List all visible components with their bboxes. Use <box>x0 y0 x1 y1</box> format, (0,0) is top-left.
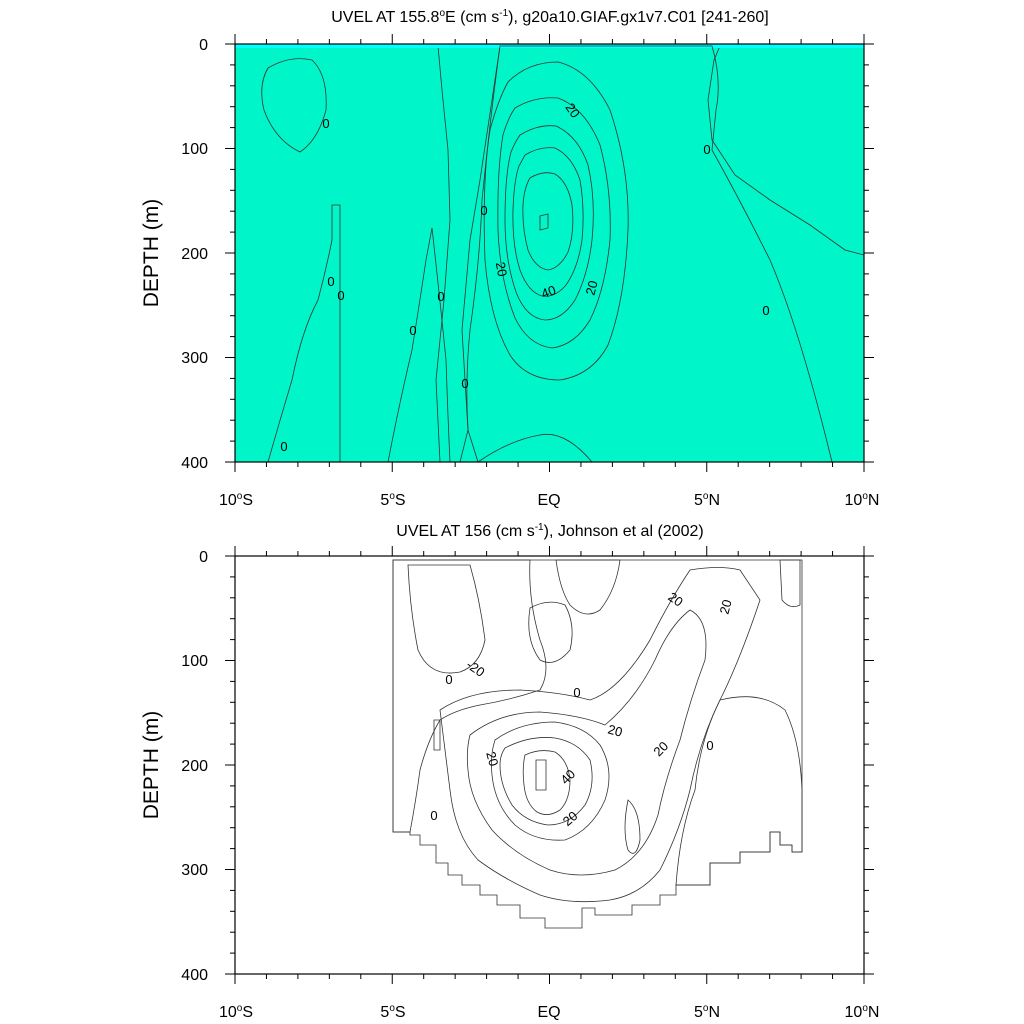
obs-cyan-center <box>528 601 573 663</box>
contour-label: 20 <box>560 808 581 829</box>
xtick-label: 5oS <box>380 1003 405 1021</box>
obs-cyan-west <box>407 564 486 674</box>
contour-label: 0 <box>337 288 344 303</box>
cyan-region-east <box>707 45 864 256</box>
contour-label: 0 <box>480 203 487 218</box>
panel1-title: UVEL AT 155.8oE (cm s-1), g20a10.GIAF.gx… <box>331 8 769 26</box>
panel1-contour-labels: 20 20 40 20 0 0 0 0 0 0 0 0 0 0 <box>280 100 769 454</box>
panel2-xticklabels: 10oS 5oS EQ 5oN 10oN <box>219 1003 879 1021</box>
panel2-ticks <box>225 546 874 984</box>
obs-data-extent <box>392 559 803 929</box>
contour-label: 0 <box>280 439 287 454</box>
ytick-label: 200 <box>181 246 208 263</box>
ytick-label: 0 <box>199 549 208 566</box>
contour-40 <box>522 172 574 271</box>
contour-label: 40 <box>557 766 578 787</box>
contour-label: 20 <box>717 598 735 616</box>
xtick-label: 5oN <box>694 491 720 509</box>
contour-label: 0 <box>327 274 334 289</box>
xtick-label: EQ <box>537 1004 560 1021</box>
contour-label: 0 <box>762 303 769 318</box>
contour-label: -20 <box>464 657 488 680</box>
ytick-label: 200 <box>181 758 208 775</box>
contour-core-inner <box>539 213 549 231</box>
contour-label: 0 <box>409 323 416 338</box>
ytick-label: 0 <box>199 37 208 54</box>
green-main-region <box>466 45 833 462</box>
contour-label: 20 <box>562 100 583 120</box>
ytick-label: 400 <box>181 967 208 984</box>
contour-label: 0 <box>445 672 452 687</box>
xtick-label: 10oS <box>219 1003 253 1021</box>
contour-label: 0 <box>322 116 329 131</box>
ytick-label: 100 <box>181 653 208 670</box>
obs-gold-south <box>624 799 641 854</box>
obs-gold-ne <box>779 559 801 608</box>
panel2-title: UVEL AT 156 (cm s-1), Johnson et al (200… <box>396 522 703 540</box>
panel2-contours <box>392 559 803 929</box>
green-wedge-center <box>387 227 451 462</box>
panel1-xticklabels: 10oS 5oS EQ 5oN 10oN <box>219 491 879 509</box>
panel-observed: UVEL AT 156 (cm s-1), Johnson et al (200… <box>140 522 879 1021</box>
panel1-ylabel: DEPTH (m) <box>140 199 163 308</box>
panel2-frame <box>234 555 865 975</box>
green-wedge-west <box>267 204 341 462</box>
contour-label: 20 <box>493 261 510 278</box>
contour-label: 0 <box>703 142 710 157</box>
obs-contour-20 <box>466 609 707 876</box>
obs-orange-west <box>433 719 441 751</box>
obs-contour-40 <box>522 750 571 815</box>
panel1-contours <box>235 44 864 462</box>
ytick-label: 300 <box>181 350 208 367</box>
panel2-ylabel: DEPTH (m) <box>140 711 163 820</box>
xtick-label: 5oN <box>694 1003 720 1021</box>
contour-30 <box>512 147 584 297</box>
contour-label: 20 <box>583 279 601 297</box>
panel1-yticklabels: 0 100 200 300 400 <box>181 37 208 472</box>
panel1-ticks <box>225 34 874 472</box>
xtick-label: 5oS <box>380 491 405 509</box>
xtick-label: 10oS <box>219 491 253 509</box>
obs-core-inner <box>535 759 547 791</box>
xtick-label: EQ <box>537 492 560 509</box>
ytick-label: 300 <box>181 862 208 879</box>
contour-label: 20 <box>606 722 624 740</box>
obs-aqua-southeast <box>675 696 803 886</box>
contour-label: 0 <box>437 289 444 304</box>
obs-contour-10 <box>439 567 761 903</box>
contour-label: 20 <box>665 589 685 610</box>
panel-model: UVEL AT 155.8oE (cm s-1), g20a10.GIAF.gx… <box>140 8 879 509</box>
contour-label: 40 <box>539 282 558 301</box>
obs-aqua-west <box>392 559 547 833</box>
panel2-yticklabels: 0 100 200 300 400 <box>181 549 208 984</box>
obs-contour-30 <box>499 737 593 826</box>
xtick-label: 10oN <box>845 491 880 509</box>
contour-label: 0 <box>706 738 713 753</box>
ytick-label: 400 <box>181 455 208 472</box>
contour-label: 0 <box>461 376 468 391</box>
contour-10 <box>483 61 629 381</box>
contour-25 <box>504 125 594 321</box>
xtick-label: 10oN <box>845 1003 880 1021</box>
obs-contour-25 <box>491 721 610 841</box>
contour-20 <box>497 97 611 349</box>
contour-label: 20 <box>483 750 501 768</box>
obs-aqua-north <box>555 559 621 615</box>
green-blob-nw <box>261 58 327 153</box>
ytick-label: 100 <box>181 141 208 158</box>
contour-label: 0 <box>573 685 580 700</box>
contour-label: 20 <box>650 738 671 759</box>
cyan-band-west <box>435 45 501 462</box>
contour-label: 0 <box>430 808 437 823</box>
